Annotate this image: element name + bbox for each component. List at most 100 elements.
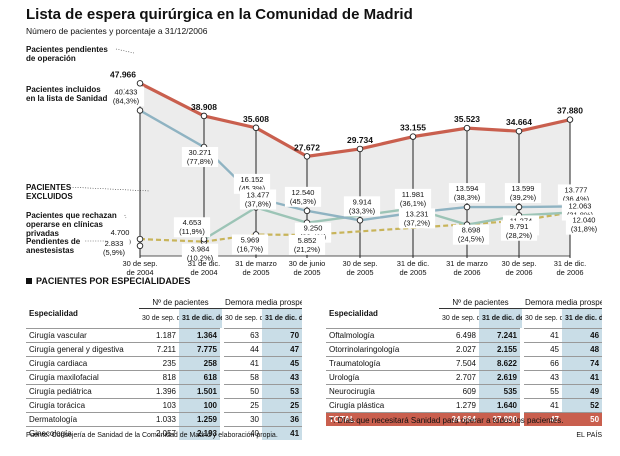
- data-label-text: 13.231: [406, 209, 429, 218]
- label-bg: [398, 208, 436, 229]
- data-label-text: (37,8%): [245, 199, 272, 208]
- x-tick-label: 31 de dic.: [188, 259, 221, 268]
- patients-sep-2006: 818: [139, 370, 179, 385]
- patients-sep-2006: 6.498: [439, 328, 479, 343]
- header-date-1: 30 de sep. de 2006: [525, 314, 562, 322]
- delay-dec-2006: 48: [562, 342, 603, 357]
- data-label-text: (5,9%): [103, 248, 126, 257]
- specialty-name: Cirugía cardiaca: [26, 356, 139, 371]
- data-label-text: 8.698: [462, 226, 481, 235]
- table-row: Dermatología 1.033 1.259 30 36: [26, 412, 303, 427]
- delay-sep-2006: 63: [220, 328, 263, 343]
- section-title: PACIENTES POR ESPECIALIDADES: [26, 276, 190, 286]
- total-row: TOTAL 34.664 37.880 47 50: [326, 412, 603, 426]
- data-label-text: 37.880: [557, 106, 583, 116]
- label-bg: [288, 234, 326, 255]
- delay-sep-2006: 25: [220, 398, 263, 413]
- data-label-text: 3.984: [191, 245, 210, 254]
- label-bg: [181, 147, 219, 168]
- data-label-text: (45,3%): [239, 184, 266, 193]
- delay-dec-2006: 74: [562, 356, 603, 371]
- delay-dec-2006: 36: [262, 412, 303, 427]
- data-label: 47.966: [110, 69, 136, 79]
- table-row: Cirugía plástica 1.279 1.640 41 52: [326, 398, 603, 413]
- data-label-text: 13.599: [512, 184, 535, 193]
- header-date-1: 30 de sep. de 2006: [142, 314, 179, 322]
- patients-dec-2006: 1.501: [179, 384, 223, 399]
- data-label: 33.155: [400, 123, 426, 133]
- data-label-text: 11.981: [402, 190, 424, 199]
- header-demora: Demora media prospectiva (*): [222, 286, 303, 309]
- x-tick-label: 30 de sep.: [122, 259, 157, 268]
- data-point: [252, 124, 260, 132]
- patients-dec-2006: 8.622: [479, 356, 523, 371]
- data-label-text: 33.155: [400, 123, 426, 133]
- label-bg: [565, 214, 603, 235]
- data-label-text: 2.833: [105, 239, 124, 248]
- patients-sep-2006: 235: [139, 356, 179, 371]
- x-tick-label: 30 de sep.: [501, 259, 536, 268]
- data-point: [356, 145, 364, 153]
- patients-sep-2006: 103: [139, 398, 179, 413]
- patients-dec-2006: 2.619: [479, 370, 523, 385]
- patients-dec-2006: 1.364: [179, 328, 223, 343]
- data-label-text: (31,8%): [571, 225, 598, 234]
- data-label-text: (28,2%): [506, 231, 533, 240]
- delay-sep-2006: 45: [520, 342, 563, 357]
- patients-sep-2006: 2.057: [139, 426, 179, 440]
- data-label-text: 5.969: [241, 236, 260, 245]
- delay-dec-2006: 70: [262, 328, 303, 343]
- data-label: 2.833(5,9%): [98, 237, 130, 258]
- label-bg: [448, 183, 486, 204]
- data-label-text: 9.250: [304, 224, 323, 233]
- x-tick-label: de 2004: [190, 268, 217, 276]
- footnote: *. Días que necesitará Sanidad para oper…: [330, 416, 564, 425]
- data-label: 9.914(33,3%): [343, 196, 381, 217]
- data-label: 13.477(37,8%): [239, 189, 277, 210]
- data-label: 16.152(45,3%): [233, 173, 271, 194]
- patients-dec-2006: 2.193: [179, 426, 223, 440]
- data-label-text: (33,3%): [349, 206, 376, 215]
- data-label-text: (10,2%): [187, 254, 214, 263]
- data-label: 4.653(11,9%): [173, 217, 211, 238]
- data-label-text: (21,2%): [294, 245, 321, 254]
- x-tick-label: 30 de junio: [289, 259, 326, 268]
- line-chart: 47.966 38.908 35.608 27.672 29.734 33.155 35.5…: [26, 45, 603, 276]
- data-label: 13.777(36,4%): [557, 184, 595, 205]
- x-tick-label: de 2005: [346, 268, 373, 276]
- data-point: [136, 107, 144, 114]
- patients-sep-2006: 1.033: [139, 412, 179, 427]
- table-row: Traumatología 7.504 8.622 66 74: [326, 356, 603, 371]
- data-label-text: (77,8%): [187, 157, 214, 166]
- annotation-text: Pacientes incluidos: [26, 85, 101, 94]
- annotation-text: Pacientes pendientes: [26, 45, 108, 54]
- x-tick-label: 31 de marzo: [235, 259, 277, 268]
- x-tick-label: 31 de dic.: [554, 259, 587, 268]
- delay-sep-2006: 55: [520, 384, 563, 399]
- specialties-table-right: Especialidad Nº de pacientes Demora medi…: [326, 286, 603, 426]
- data-label-text: (16,7%): [237, 245, 264, 254]
- total-p1: 34.664: [439, 412, 479, 426]
- data-label-text: 12.040: [573, 216, 596, 225]
- delay-dec-2006: 41: [262, 426, 303, 440]
- patients-dec-2006: 100: [179, 398, 223, 413]
- specialty-name: Oftalmología: [326, 328, 439, 343]
- patients-sep-2006: 2.027: [439, 342, 479, 357]
- annotation-text: en la lista de Sanidad: [26, 94, 107, 103]
- data-label: 9.791(28,2%): [500, 220, 538, 241]
- data-label-text: (11,9%): [179, 227, 205, 236]
- patients-sep-2006: 609: [439, 384, 479, 399]
- header-date-1: 30 de sep. de 2006: [225, 314, 262, 322]
- annotation-text: PACIENTES: [26, 183, 72, 192]
- patients-sep-2006: 1.279: [439, 398, 479, 413]
- data-label: 13.599(39,2%): [504, 183, 542, 204]
- data-label: 3.984(10,2%): [181, 243, 219, 264]
- annotation-text: de operación: [26, 54, 76, 63]
- x-tick-label: de 2004: [126, 268, 153, 276]
- specialty-name: Cirugía torácica: [26, 398, 139, 413]
